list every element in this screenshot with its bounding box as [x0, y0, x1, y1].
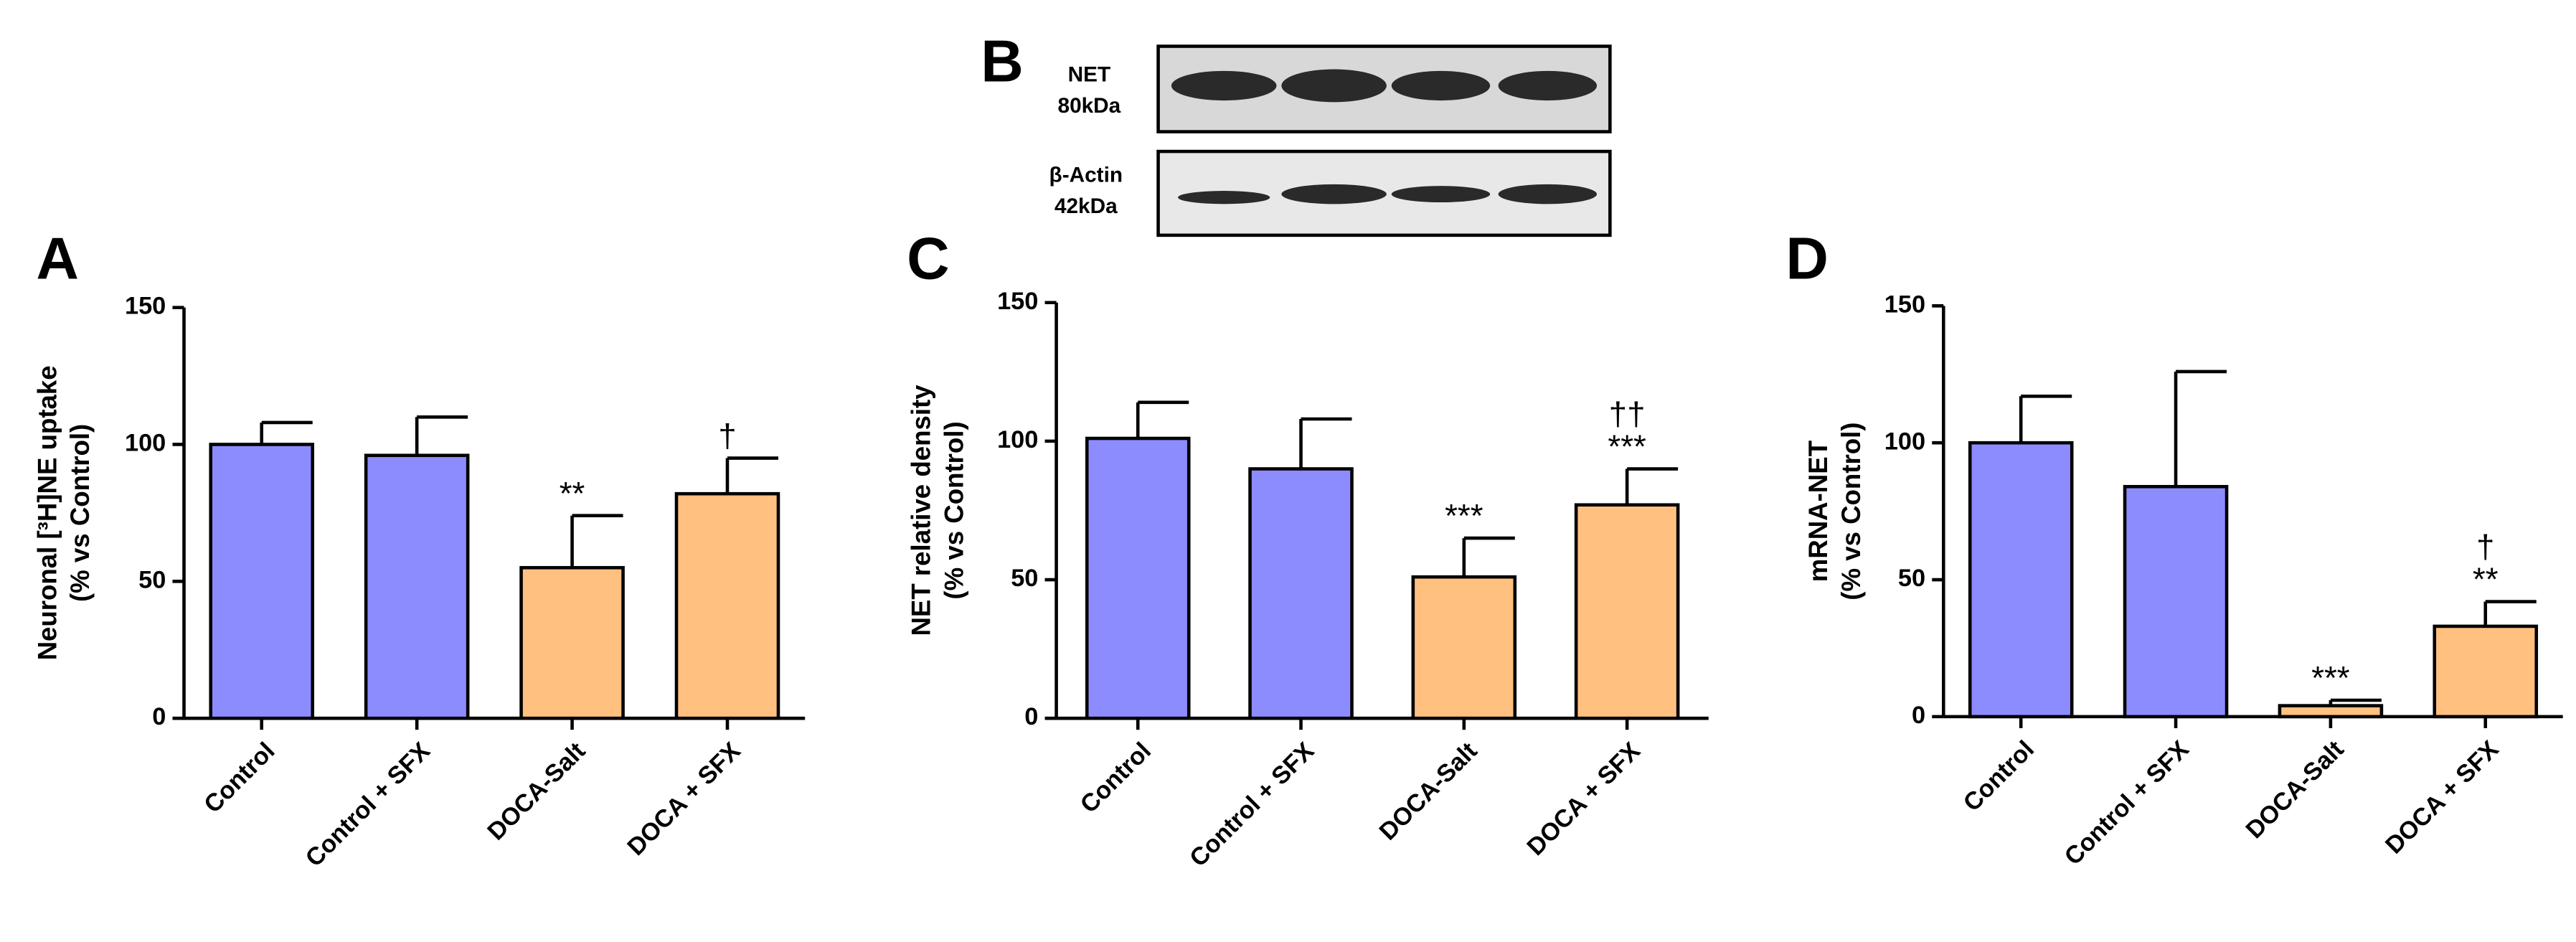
y-tick-label: 150 [1884, 291, 1925, 318]
x-tick-label: Control [199, 738, 280, 819]
panel-label: D [1785, 226, 1829, 292]
y-axis-label: Neuronal [³H]NE uptake [32, 365, 62, 660]
bar [1411, 575, 1517, 720]
y-tick-label: 100 [997, 426, 1038, 453]
blot-label: β-Actin [1049, 163, 1123, 187]
significance-label: ** [560, 475, 585, 512]
y-tick-label: 100 [125, 430, 166, 457]
x-tick-label: Control + SFX [2060, 735, 2194, 870]
x-tick-label: Control + SFX [1184, 738, 1319, 872]
bar [519, 565, 625, 720]
bar [209, 443, 314, 720]
y-tick-label: 0 [1912, 702, 1925, 729]
bar [2433, 624, 2539, 719]
x-tick-label: Control [1958, 735, 2039, 816]
y-axis-label: (% vs Control) [940, 421, 969, 599]
x-tick-label: DOCA-Salt [482, 737, 590, 845]
y-tick-label: 100 [1884, 428, 1925, 455]
y-tick-label: 150 [997, 288, 1038, 315]
bar [2123, 484, 2229, 719]
bar [674, 491, 780, 720]
bar [1248, 467, 1354, 720]
y-axis-label: (% vs Control) [65, 424, 95, 602]
y-tick-label: 50 [138, 566, 166, 593]
bar [364, 453, 470, 720]
significance-label: †† [1609, 395, 1646, 432]
y-tick-label: 50 [1011, 565, 1038, 592]
bar [1085, 436, 1191, 720]
blot-label: 42kDa [1055, 194, 1118, 218]
significance-label: *** [1608, 428, 1646, 465]
bar [2278, 704, 2384, 719]
y-tick-label: 0 [152, 703, 166, 730]
x-tick-label: DOCA + SFX [2380, 735, 2504, 859]
significance-label: *** [2311, 660, 2350, 697]
y-axis-label: (% vs Control) [1836, 422, 1866, 600]
panel-label: A [36, 226, 79, 292]
significance-label: ** [2473, 561, 2499, 598]
blot-bands [1171, 69, 1598, 204]
y-tick-label: 150 [125, 293, 166, 320]
x-tick-label: DOCA + SFX [1522, 738, 1646, 861]
y-tick-label: 50 [1898, 565, 1925, 592]
blot-label: 80kDa [1058, 94, 1121, 118]
y-axis-label: NET relative density [907, 385, 936, 636]
y-axis-label: mRNA-NET [1803, 441, 1833, 582]
significance-label: † [718, 418, 736, 454]
bar [1574, 503, 1680, 720]
x-tick-label: Control + SFX [301, 738, 435, 872]
panel-label: B [981, 29, 1024, 95]
x-tick-label: Control [1075, 738, 1156, 819]
x-tick-label: DOCA-Salt [1374, 737, 1483, 845]
significance-label: † [2476, 528, 2494, 565]
x-tick-label: DOCA + SFX [622, 738, 745, 861]
y-tick-label: 0 [1024, 703, 1038, 730]
bar [1968, 441, 2074, 719]
panel-label: C [907, 226, 950, 292]
significance-label: *** [1445, 498, 1483, 534]
x-tick-label: DOCA-Salt [2241, 735, 2349, 844]
blot-label: NET [1068, 63, 1111, 87]
